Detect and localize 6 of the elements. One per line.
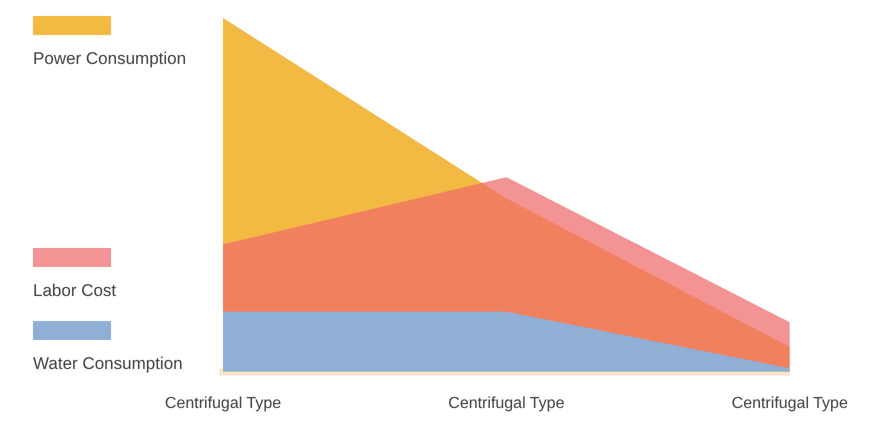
legend-label: Power Consumption	[33, 49, 186, 69]
legend-label: Water Consumption	[33, 354, 183, 374]
x-tick-label: Centrifugal Type	[164, 394, 282, 412]
x-tick-label: Centrifugal Type	[732, 394, 848, 412]
legend-label: Labor Cost	[33, 281, 116, 301]
x-tick-label: Centrifugal Type	[448, 394, 565, 412]
